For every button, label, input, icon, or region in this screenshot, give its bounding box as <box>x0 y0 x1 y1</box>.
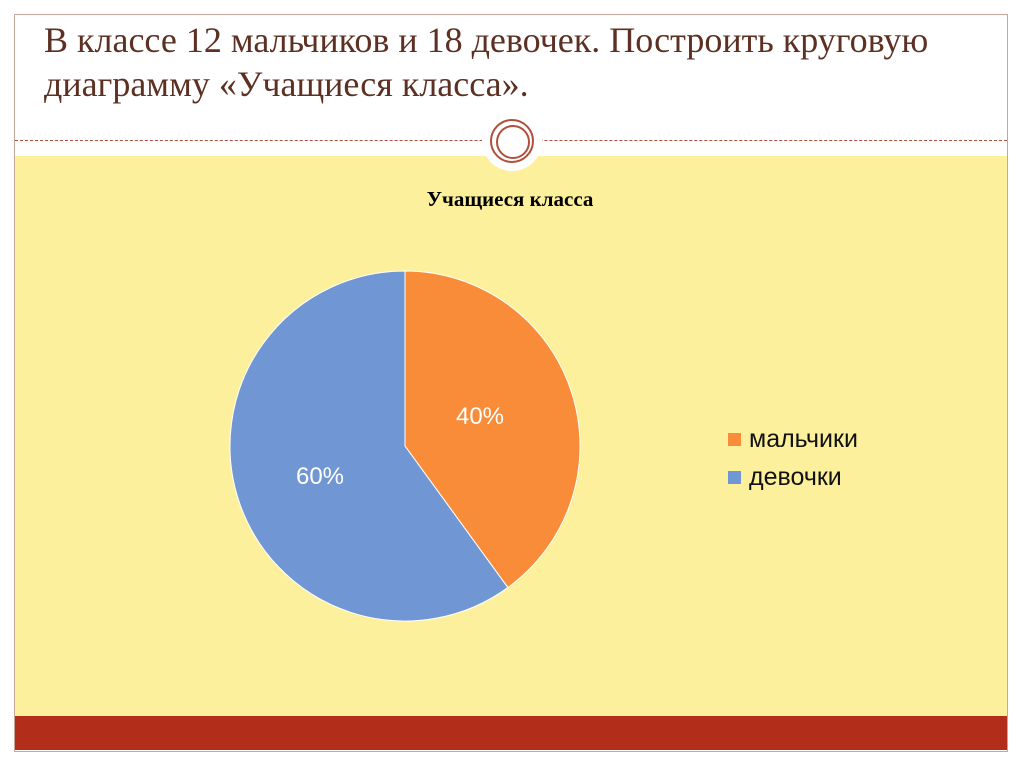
legend-label-boys: мальчики <box>749 424 858 453</box>
ornament-inner-ring <box>496 125 530 159</box>
circle-ornament-icon <box>482 111 542 171</box>
pie-slice-boys <box>404 270 581 589</box>
ornament-outer-ring <box>490 119 534 163</box>
legend-item-girls: девочки <box>728 458 858 496</box>
legend-swatch-boys <box>728 432 741 446</box>
slide-title: В классе 12 мальчиков и 18 девочек. Пост… <box>44 20 929 104</box>
footer-band <box>15 716 1007 750</box>
legend-label-girls: девочки <box>749 462 842 491</box>
data-label-girls: 60% <box>296 463 344 490</box>
legend-item-boys: мальчики <box>728 420 858 458</box>
legend-swatch-girls <box>728 470 741 484</box>
pie-slice-girls <box>229 270 509 622</box>
data-label-boys: 40% <box>456 403 504 430</box>
chart-title: Учащиеся класса <box>426 187 594 211</box>
slide-frame <box>14 14 1008 752</box>
chart-legend: мальчики девочки <box>728 420 858 496</box>
